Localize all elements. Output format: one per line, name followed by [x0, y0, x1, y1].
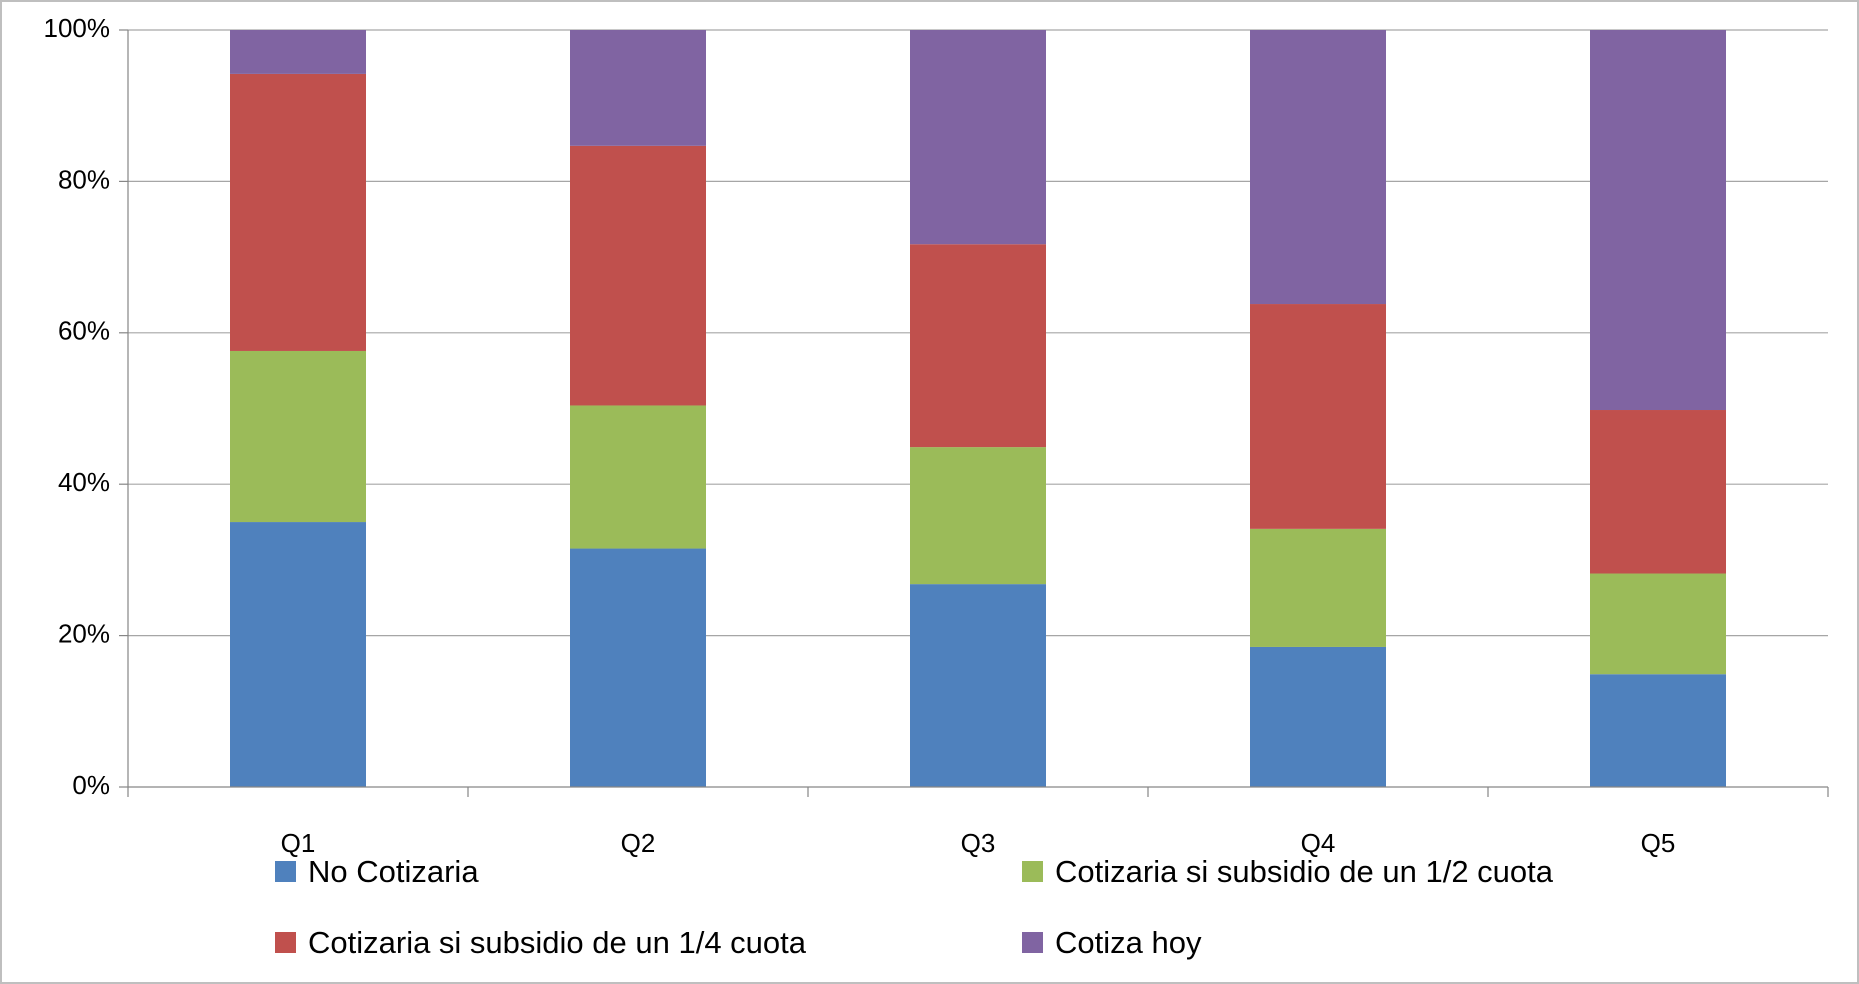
bar-segment: [1250, 646, 1386, 787]
legend-label: No Cotizaria: [308, 854, 479, 889]
bar-segment: [230, 522, 366, 787]
bar-segment: [230, 350, 366, 523]
bar-segment: [230, 30, 366, 74]
x-tick-label: Q2: [621, 828, 656, 858]
bar-segment: [1250, 30, 1386, 305]
x-tick-label: Q3: [961, 828, 996, 858]
bar-segment: [910, 584, 1046, 787]
bar-segment: [1590, 410, 1726, 574]
bar-segment: [910, 30, 1046, 245]
bar-segment: [1590, 573, 1726, 675]
bar-segment: [910, 447, 1046, 585]
bar-segment: [910, 244, 1046, 448]
bar-segment: [570, 30, 706, 146]
y-tick-label: 80%: [58, 164, 110, 194]
legend-swatch: [275, 932, 296, 953]
bar-segment: [570, 145, 706, 406]
bar-segment: [1590, 674, 1726, 787]
y-tick-label: 40%: [58, 467, 110, 497]
y-tick-label: 100%: [44, 13, 111, 43]
legend-swatch: [1022, 932, 1043, 953]
bar-segment: [1250, 304, 1386, 529]
legend-label: Cotiza hoy: [1055, 925, 1202, 960]
legend-label: Cotizaria si subsidio de un 1/2 cuota: [1055, 854, 1554, 889]
legend-swatch: [275, 861, 296, 882]
x-tick-label: Q1: [281, 828, 316, 858]
bar-segment: [1250, 528, 1386, 647]
bar-segment: [230, 73, 366, 351]
bar-segment: [570, 405, 706, 549]
bar-segment: [570, 548, 706, 787]
y-tick-label: 0%: [72, 770, 110, 800]
bar-segment: [1590, 30, 1726, 411]
y-tick-label: 60%: [58, 316, 110, 346]
x-tick-label: Q4: [1301, 828, 1336, 858]
legend-label: Cotizaria si subsidio de un 1/4 cuota: [308, 925, 807, 960]
y-tick-label: 20%: [58, 618, 110, 648]
x-tick-label: Q5: [1641, 828, 1676, 858]
legend-swatch: [1022, 861, 1043, 882]
